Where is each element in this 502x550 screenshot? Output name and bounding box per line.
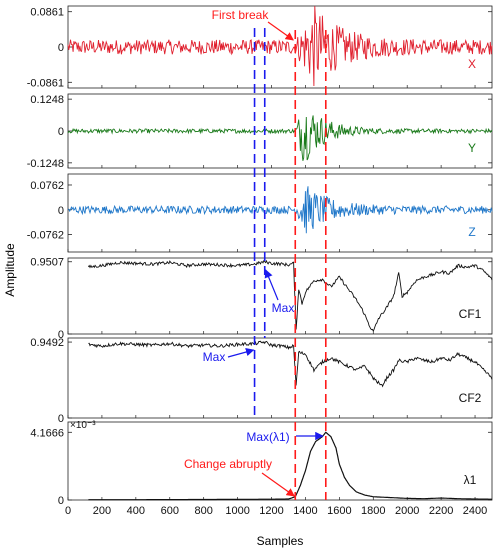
xtick-label: 2400 <box>463 505 487 517</box>
xtick-label: 1000 <box>225 505 249 517</box>
xtick-label: 1800 <box>361 505 385 517</box>
annotation-cf1-max: Max <box>272 301 295 315</box>
ytick-label-z: 0.0762 <box>30 180 64 192</box>
xtick-label: 0 <box>65 505 71 517</box>
annotation-cf2-max: Max <box>203 350 226 364</box>
series-name-x: X <box>468 57 476 71</box>
xtick-label: 1400 <box>293 505 317 517</box>
axes-layer: 0.0861 0 -0.0861 0.1248 0 -0.1248 0.0762 0 -0.07… <box>27 5 493 517</box>
xtick-label: 2000 <box>395 505 419 517</box>
xtick-label: 1200 <box>259 505 283 517</box>
series-line-l1 <box>88 431 492 501</box>
series-line-y <box>67 115 493 161</box>
ytick-label-cf1: 0 <box>58 329 64 341</box>
ytick-label-x: 0.0861 <box>30 7 64 19</box>
panel-frame-cf1 <box>67 257 493 335</box>
annotation-first-break: First break <box>212 8 270 22</box>
ytick-label-l1: 4.1666 <box>30 427 64 439</box>
arrow-cf1-max <box>264 269 279 301</box>
xtick-label: 800 <box>195 505 213 517</box>
annotation-change-abruptly: Change abruptly <box>184 457 272 471</box>
series-line-cf1 <box>88 259 493 333</box>
x-axis-label: Samples <box>257 534 304 548</box>
ytick-label-y: 0.1248 <box>30 94 64 106</box>
ytick-label-cf1: 0.9507 <box>30 257 64 269</box>
ytick-label-z: -0.0762 <box>27 230 64 242</box>
series-name-cf1: CF1 <box>459 307 482 321</box>
series-name-z: Z <box>468 225 475 239</box>
xtick-label: 1600 <box>327 505 351 517</box>
panel-frame-z <box>67 173 493 253</box>
exponent-label: ×10⁻³ <box>70 420 96 431</box>
series-name-l1: λ1 <box>464 473 477 487</box>
series-name-y: Y <box>468 141 476 155</box>
panel-frame-l1 <box>67 421 493 501</box>
arrow-change-abruptly <box>261 472 295 497</box>
ytick-label-cf2: 0 <box>58 413 64 425</box>
xtick-label: 400 <box>127 505 145 517</box>
annotation-l1-max: Max(λ1) <box>246 430 289 444</box>
ytick-label-l1: 0 <box>58 495 64 507</box>
ytick-label-y: 0 <box>58 126 64 138</box>
xtick-label: 600 <box>161 505 179 517</box>
series-line-cf2 <box>88 340 493 388</box>
labels-layer: X Y Z CF1 CF2 ×10⁻³ λ1 First break Max Max Max(λ1)… <box>70 8 482 487</box>
arrow-cf2-max <box>227 347 255 358</box>
arrow-first-break <box>267 21 294 41</box>
signals-layer <box>67 6 493 501</box>
ytick-label-y: -0.1248 <box>27 158 64 170</box>
xtick-label: 2200 <box>429 505 453 517</box>
ytick-label-cf2: 0.9492 <box>30 337 64 349</box>
markers-layer <box>227 21 327 500</box>
ytick-label-x: 0 <box>58 42 64 54</box>
series-name-cf2: CF2 <box>459 391 482 405</box>
ytick-label-z: 0 <box>58 205 64 217</box>
y-axis-label: Amplitude <box>3 243 17 297</box>
ytick-label-x: -0.0861 <box>27 77 64 89</box>
series-line-z <box>67 186 493 234</box>
xtick-label: 200 <box>93 505 111 517</box>
panel-frame-cf2 <box>67 337 493 419</box>
series-line-x <box>67 6 493 87</box>
